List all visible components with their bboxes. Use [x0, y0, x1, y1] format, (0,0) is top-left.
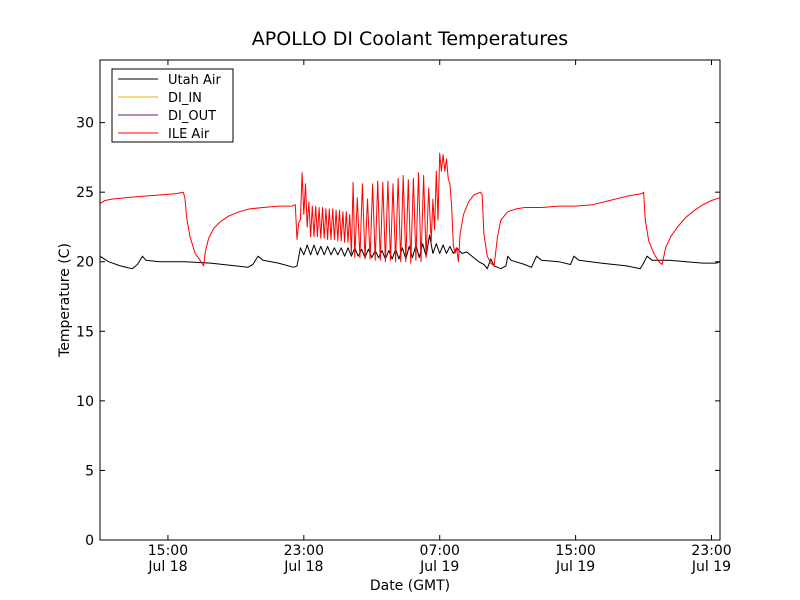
x-tick-label-time: 07:00	[420, 543, 460, 559]
x-tick-label-date: Jul 18	[283, 559, 323, 575]
x-tick-label-date: Jul 18	[147, 559, 187, 575]
y-tick-label: 15	[76, 324, 94, 340]
plot-frame	[99, 59, 721, 541]
legend-box	[111, 68, 234, 143]
y-tick-label: 30	[76, 116, 94, 132]
y-tick-label: 5	[85, 463, 94, 479]
legend-label-di-out: DI_OUT	[168, 109, 216, 124]
y-tick-label: 10	[76, 394, 94, 410]
x-tick-label-date: Jul 19	[555, 559, 595, 575]
x-axis-title: Date (GMT)	[370, 578, 450, 594]
y-axis-title: Temperature (C)	[57, 243, 73, 358]
y-tick-label: 25	[76, 185, 94, 201]
x-tick-label-time: 15:00	[555, 543, 595, 559]
legend-label-utah-air: Utah Air	[168, 73, 221, 88]
legend-label-di-in: DI_IN	[168, 91, 202, 106]
legend: Utah Air DI_IN DI_OUT ILE Air	[111, 68, 234, 143]
chart-title: APOLLO DI Coolant Temperatures	[252, 28, 568, 50]
x-tick-label-time: 23:00	[284, 543, 324, 559]
legend-label-ile-air: ILE Air	[168, 127, 210, 142]
x-tick-label-time: 23:00	[691, 543, 731, 559]
y-tick-label: 20	[76, 255, 94, 271]
x-tick-label-date: Jul 19	[419, 559, 459, 575]
x-tick-label-time: 15:00	[148, 543, 188, 559]
series-line-ile-air	[99, 152, 721, 267]
x-tick-label-date: Jul 19	[691, 559, 731, 575]
y-tick-label: 0	[85, 533, 94, 549]
